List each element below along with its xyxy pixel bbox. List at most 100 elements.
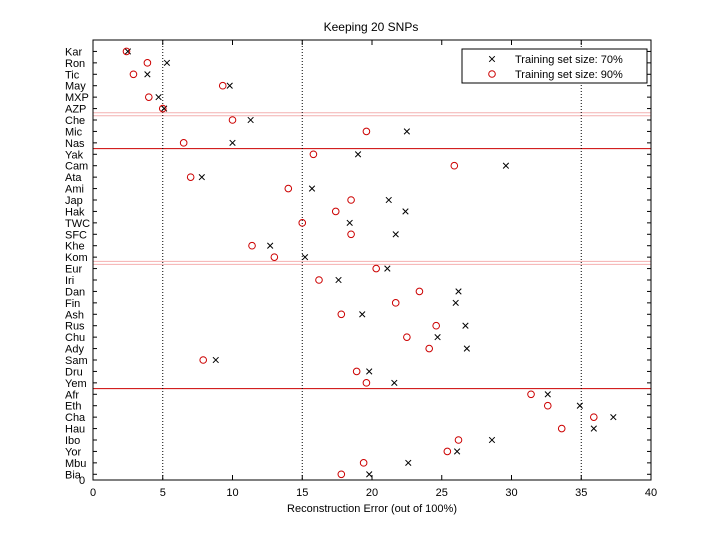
point-70-Ibo (488, 436, 496, 444)
x-marker-stroke (366, 368, 373, 375)
point-70-Iri (335, 276, 342, 284)
x-marker-stroke (392, 231, 399, 238)
y-tick-label: Iri (65, 275, 74, 287)
x-marker-stroke (610, 413, 617, 421)
point-70-Kom (301, 253, 309, 261)
y-tick-label: Khe (65, 241, 85, 253)
y-tick-label: AZP (65, 104, 86, 116)
point-90-Ami (284, 184, 293, 193)
x-marker-stroke (366, 471, 373, 478)
point-70-MXP (155, 93, 162, 101)
x-tick-label: 20 (366, 487, 378, 499)
point-70-Hau (590, 425, 597, 432)
point-70-Eur (384, 265, 391, 272)
x-marker-stroke (544, 391, 551, 398)
y-tick-label: Eth (65, 401, 82, 413)
point-70-Sam (212, 356, 219, 364)
x-marker-stroke (384, 265, 391, 272)
y-tick-label: Dan (65, 286, 85, 298)
point-70-Che (247, 116, 254, 124)
point-90-Iri (315, 276, 323, 284)
point-70-Fin (452, 299, 459, 307)
x-marker-stroke (163, 59, 171, 67)
x-tick-label: 0 (90, 487, 96, 499)
point-90-Cam (450, 161, 459, 170)
x-marker-stroke (403, 128, 411, 135)
x-marker-stroke (576, 402, 584, 409)
point-90-Ron (143, 59, 152, 67)
legend-marker-70 (488, 55, 496, 63)
y-tick-label: Eur (65, 264, 82, 276)
x-marker-stroke (335, 276, 342, 284)
point-90-Yor (443, 447, 452, 456)
y-tick-label: Ami (65, 184, 84, 196)
point-70-Cha (610, 413, 617, 421)
x-marker-stroke (247, 116, 254, 124)
point-70-Tic (144, 71, 151, 78)
point-90-Fin (391, 299, 400, 307)
point-90-Mic (362, 127, 371, 136)
x-marker-stroke (155, 93, 162, 101)
point-90-Bia (337, 470, 346, 479)
y-tick-label: Hak (65, 206, 85, 218)
y-tick-label: Ady (65, 344, 84, 356)
point-90-Ata (186, 173, 195, 181)
point-90-Nas (179, 139, 188, 147)
point-70-Afr (544, 391, 551, 398)
legend: Training set size: 70% Training set size… (461, 48, 648, 84)
x-marker-stroke (402, 208, 409, 215)
x-tick-label: 40 (645, 487, 657, 499)
point-70-Dan (455, 288, 462, 295)
reference-lines (93, 40, 651, 480)
point-90-Sam (199, 356, 208, 364)
y-tick-label: Chu (65, 332, 85, 344)
point-70-Jap (385, 196, 392, 204)
y-tick-label: TWC (65, 218, 90, 230)
y-tick-label: Che (65, 115, 85, 127)
point-90-Ash (337, 310, 346, 319)
point-70-May (226, 82, 233, 89)
point-70-Ash (359, 311, 366, 318)
point-90-Yak (309, 150, 318, 159)
x-tick-label: 5 (160, 487, 166, 499)
y-tick-label: Yor (65, 446, 81, 458)
point-70-Mbu (405, 459, 412, 467)
point-70-Rus (462, 322, 469, 329)
point-70-SFC (392, 231, 399, 238)
y-tick-label: Sam (65, 355, 88, 367)
y-tick-label: MXP (65, 92, 89, 104)
point-90-Afr (527, 390, 535, 399)
x-marker-stroke (405, 459, 412, 467)
legend-label-90: Training set size: 90% (515, 69, 623, 81)
y-tick-label: Cha (65, 412, 86, 424)
point-90-Tic (129, 70, 138, 79)
point-90-Hak (331, 207, 340, 216)
x-marker-stroke (462, 322, 469, 329)
point-90-Khe (248, 241, 256, 250)
point-70-Hak (402, 208, 409, 215)
point-90-AZP (158, 104, 167, 113)
x-marker-stroke (385, 196, 392, 204)
point-90-Mbu (359, 459, 368, 467)
point-90-Yem (362, 379, 371, 387)
y-tick-label: Bia (65, 469, 82, 481)
point-90-Ibo (454, 436, 463, 444)
point-90-Che (228, 116, 237, 124)
x-axis-label: Reconstruction Error (out of 100%) (287, 503, 457, 515)
x-marker-stroke (144, 71, 151, 78)
x-marker-stroke (267, 242, 274, 249)
point-70-Dru (366, 368, 373, 375)
x-marker-stroke (590, 425, 597, 432)
point-70-Ata (198, 173, 205, 181)
point-90-Ady (425, 344, 433, 353)
point-70-Bia (366, 471, 373, 478)
point-90-Eth (543, 401, 552, 410)
point-90-Chu (403, 333, 411, 341)
y-tick-label: Tic (65, 69, 80, 81)
point-90-SFC (347, 230, 355, 239)
y-tick-label: May (65, 81, 86, 93)
y-tick-label: Kar (65, 46, 82, 58)
y-tick-label: Dru (65, 366, 83, 378)
x-marker-stroke (212, 356, 219, 364)
